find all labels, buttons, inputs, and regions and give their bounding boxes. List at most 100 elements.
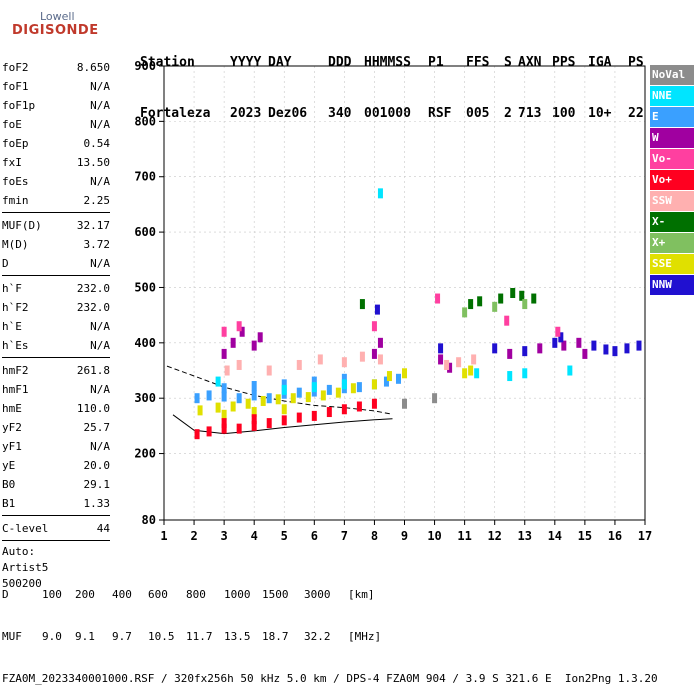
echo-point-sse bbox=[245, 398, 251, 409]
echo-point-w bbox=[537, 343, 543, 354]
x-tick-label: 11 bbox=[457, 529, 471, 543]
echo-point-e bbox=[206, 390, 212, 401]
echo-point-w bbox=[221, 348, 227, 359]
param-label: foF1 bbox=[2, 80, 29, 93]
echo-point-nnw bbox=[612, 346, 618, 357]
echo-point-sse bbox=[371, 379, 377, 390]
echo-point-nne bbox=[281, 384, 287, 395]
echo-point-vo bbox=[266, 418, 272, 429]
echo-point-vo bbox=[311, 410, 317, 421]
header-value-cell: 2 bbox=[504, 106, 512, 121]
echo-point-x bbox=[468, 299, 474, 310]
y-tick-label: 600 bbox=[134, 225, 156, 239]
header-value-cell: 001000 bbox=[364, 106, 411, 121]
footer-cell: 200 bbox=[75, 588, 95, 601]
param-label: B0 bbox=[2, 478, 16, 491]
param-separator bbox=[2, 540, 110, 541]
echo-point-e bbox=[236, 393, 242, 404]
param-label: hmE bbox=[2, 402, 22, 415]
footer-d-row: D 100 200 400 600 800 1000 1500 3000 [km] bbox=[2, 588, 658, 602]
auto-scaling-text: Auto: bbox=[2, 545, 36, 558]
echo-point-w bbox=[561, 340, 567, 351]
y-tick-label: 200 bbox=[134, 447, 156, 461]
param-value: 232.0 bbox=[76, 282, 110, 295]
param-separator bbox=[2, 275, 110, 276]
echo-point-e bbox=[395, 373, 401, 384]
param-value: N/A bbox=[90, 383, 110, 396]
footer-cell: 400 bbox=[112, 588, 132, 601]
param-separator bbox=[2, 515, 110, 516]
echo-point-nnw bbox=[552, 337, 558, 348]
echo-point-nnw bbox=[374, 304, 380, 315]
echo-point-e bbox=[296, 387, 302, 398]
footer-cell: 11.7 bbox=[186, 630, 213, 643]
legend-item: X+ bbox=[650, 233, 694, 254]
param-label: h`F2 bbox=[2, 301, 29, 314]
echo-point-nnw bbox=[636, 340, 642, 351]
echo-point-e bbox=[251, 390, 257, 401]
footer-cell: MUF bbox=[2, 630, 22, 643]
param-row: hmE 110.0 bbox=[2, 399, 110, 418]
param-row: h`E N/A bbox=[2, 317, 110, 336]
param-row: yE 20.0 bbox=[2, 456, 110, 475]
header-value-cell: RSF bbox=[428, 106, 452, 121]
echo-point-sse bbox=[281, 404, 287, 415]
echo-point-noval bbox=[432, 393, 438, 404]
echo-point-ssw bbox=[317, 354, 323, 365]
echo-point-vo bbox=[206, 426, 212, 437]
echo-point-e bbox=[356, 382, 362, 393]
echo-point-sse bbox=[468, 365, 474, 376]
echo-point-sse bbox=[260, 395, 266, 406]
echo-point-sse bbox=[221, 409, 227, 420]
x-tick-label: 2 bbox=[190, 529, 197, 543]
x-tick-label: 12 bbox=[487, 529, 501, 543]
y-tick-label: 900 bbox=[134, 59, 156, 73]
footer-cell: D bbox=[2, 588, 9, 601]
echo-point-x bbox=[462, 307, 468, 318]
param-value: 29.1 bbox=[83, 478, 111, 491]
logo-digisonde: DIGISONDE bbox=[12, 23, 99, 38]
footer-cell: 1500 bbox=[262, 588, 289, 601]
y-tick-label: 700 bbox=[134, 170, 156, 184]
param-value: N/A bbox=[90, 339, 110, 352]
echo-point-nnw bbox=[558, 332, 564, 343]
footer-cell: 10.5 bbox=[148, 630, 175, 643]
echo-point-e bbox=[266, 393, 272, 404]
param-value: 13.50 bbox=[76, 156, 110, 169]
echo-point-vo bbox=[221, 326, 227, 337]
echo-point-e bbox=[194, 393, 200, 404]
echo-point-sse bbox=[335, 387, 341, 398]
param-label: D bbox=[2, 257, 9, 270]
x-tick-label: 1 bbox=[160, 529, 167, 543]
echo-point-x bbox=[519, 290, 525, 301]
echo-point-vo bbox=[555, 326, 561, 337]
echo-point-nnw bbox=[522, 346, 528, 357]
echo-point-nne bbox=[567, 365, 573, 376]
echo-point-nne bbox=[215, 376, 221, 387]
echo-point-ssw bbox=[341, 357, 347, 368]
param-value: 110.0 bbox=[76, 402, 110, 415]
echo-point-ssw bbox=[224, 365, 230, 376]
echo-point-w bbox=[377, 337, 383, 348]
echo-point-vo bbox=[326, 407, 332, 418]
echo-point-vo bbox=[341, 404, 347, 415]
x-tick-label: 7 bbox=[341, 529, 348, 543]
param-row: fxI 13.50 bbox=[2, 153, 110, 172]
echo-point-ssw bbox=[266, 365, 272, 376]
echo-point-sse bbox=[305, 392, 311, 403]
footer-cell: 13.5 bbox=[224, 630, 251, 643]
param-value: 20.0 bbox=[83, 459, 111, 472]
param-value: 232.0 bbox=[76, 301, 110, 314]
param-row: B0 29.1 bbox=[2, 475, 110, 494]
echo-point-x bbox=[510, 288, 516, 298]
echo-point-sse bbox=[350, 383, 356, 394]
header-value-cell: 713 bbox=[518, 106, 542, 121]
param-row: foF2 8.650 bbox=[2, 58, 110, 77]
param-value: N/A bbox=[90, 175, 110, 188]
header-line2: Fortaleza 2023 Dez06 340 001000 RSF 005 2 713 100… bbox=[140, 105, 644, 122]
x-tick-label: 17 bbox=[638, 529, 652, 543]
legend-item: Vo- bbox=[650, 149, 694, 170]
param-value: N/A bbox=[90, 99, 110, 112]
echo-point-vo bbox=[221, 418, 227, 429]
param-label: foF2 bbox=[2, 61, 29, 74]
